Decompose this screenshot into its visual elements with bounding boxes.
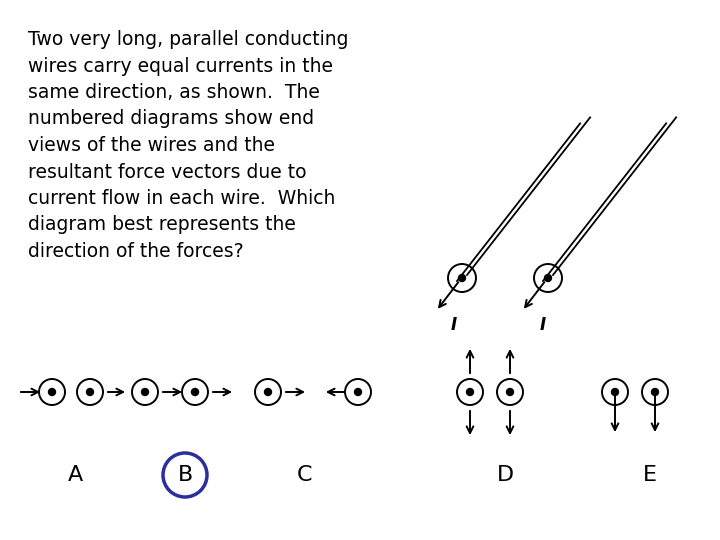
Text: E: E: [643, 465, 657, 485]
Text: Two very long, parallel conducting
wires carry equal currents in the
same direct: Two very long, parallel conducting wires…: [28, 30, 348, 261]
Circle shape: [264, 388, 271, 395]
Text: C: C: [297, 465, 312, 485]
Circle shape: [544, 274, 552, 281]
Text: D: D: [496, 465, 513, 485]
Circle shape: [611, 388, 618, 395]
Circle shape: [652, 388, 659, 395]
Circle shape: [48, 388, 55, 395]
Text: A: A: [68, 465, 83, 485]
Circle shape: [354, 388, 361, 395]
Text: I: I: [540, 316, 546, 334]
Text: I: I: [451, 316, 457, 334]
Circle shape: [506, 388, 513, 395]
Circle shape: [86, 388, 94, 395]
Circle shape: [192, 388, 199, 395]
Circle shape: [142, 388, 148, 395]
Circle shape: [459, 274, 466, 281]
Circle shape: [467, 388, 474, 395]
Text: B: B: [177, 465, 193, 485]
